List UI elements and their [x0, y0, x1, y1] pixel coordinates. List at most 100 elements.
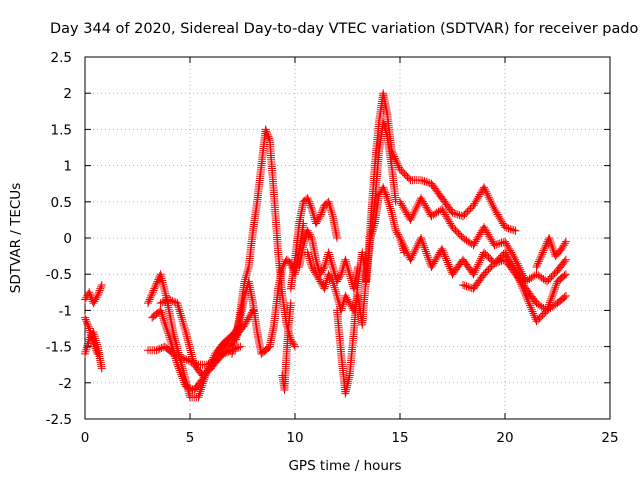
data-point [168, 296, 177, 305]
data-point [289, 340, 298, 349]
data-point [524, 297, 533, 306]
data-point [344, 297, 353, 306]
data-point [304, 195, 313, 204]
data-point [517, 282, 526, 291]
data-point [530, 311, 539, 320]
data-point [444, 215, 453, 224]
data-point [472, 235, 481, 244]
data-point [561, 255, 570, 264]
data-point [520, 288, 529, 297]
data-point [513, 272, 522, 281]
data-point [369, 225, 377, 234]
data-point [159, 314, 168, 323]
data-point [480, 223, 488, 232]
data-point [177, 370, 186, 379]
data-point [316, 212, 325, 221]
data-point [83, 319, 92, 328]
data-point [387, 206, 395, 215]
data-point [329, 279, 338, 288]
data-point [328, 262, 337, 271]
data-point [330, 269, 339, 278]
data-point [243, 269, 251, 278]
x-tick-label: 10 [286, 430, 303, 446]
data-point [156, 306, 165, 315]
data-point [332, 289, 341, 298]
data-point [475, 230, 484, 239]
data-point [327, 258, 336, 267]
data-point [85, 326, 94, 335]
data-point [393, 159, 402, 168]
data-point [490, 241, 499, 250]
data-point [387, 147, 396, 156]
data-point [547, 240, 556, 249]
data-point [318, 266, 327, 275]
data-point [441, 210, 450, 219]
data-point [469, 270, 478, 279]
data-point [90, 340, 99, 349]
data-point [179, 376, 188, 385]
data-point [170, 350, 179, 359]
data-point [158, 278, 167, 287]
data-point [379, 118, 388, 127]
data-point [380, 186, 389, 195]
data-point [286, 299, 295, 308]
data-point [412, 204, 421, 213]
series-track-3 [81, 313, 102, 358]
data-point [560, 239, 569, 248]
data-point [305, 230, 314, 239]
data-point [331, 287, 340, 296]
data-point [91, 295, 100, 304]
data-point [408, 211, 417, 220]
data-point [445, 217, 454, 226]
data-point [81, 315, 90, 324]
data-point [321, 280, 330, 289]
data-point [156, 270, 165, 279]
data-point [469, 241, 478, 250]
data-point [518, 269, 527, 278]
data-point [399, 241, 408, 250]
data-point [178, 374, 187, 383]
data-point [390, 152, 399, 161]
data-point [409, 209, 418, 218]
data-point [538, 248, 547, 257]
data-point [325, 252, 334, 261]
data-point [383, 194, 392, 203]
data-point [397, 199, 406, 208]
data-point [97, 364, 106, 373]
data-point [427, 262, 436, 271]
data-point [166, 296, 175, 305]
data-point [159, 316, 168, 325]
series-track-21 [459, 248, 570, 326]
data-point [545, 236, 554, 245]
data-point [506, 224, 515, 233]
data-point [305, 199, 314, 208]
data-point [343, 295, 352, 304]
data-point [550, 287, 558, 296]
data-point [560, 293, 569, 302]
data-point [474, 232, 483, 241]
data-point [160, 287, 169, 296]
data-point [313, 217, 322, 226]
data-point [508, 225, 516, 234]
data-point [264, 343, 273, 352]
data-point [318, 206, 327, 215]
data-point [166, 335, 175, 344]
data-point [165, 331, 173, 340]
data-point [336, 272, 345, 281]
data-point [488, 201, 497, 210]
data-point [153, 277, 162, 286]
data-point [320, 262, 329, 271]
data-point [561, 291, 570, 300]
data-point [309, 209, 317, 218]
data-point [366, 234, 375, 242]
data-point [92, 348, 101, 357]
data-point [313, 259, 322, 268]
data-point [495, 214, 504, 223]
data-point [538, 250, 547, 259]
x-tick-label: 5 [186, 430, 195, 446]
data-point [321, 260, 329, 269]
data-point [518, 284, 527, 293]
data-point [410, 247, 419, 256]
data-point [473, 194, 482, 203]
data-point [507, 259, 516, 268]
